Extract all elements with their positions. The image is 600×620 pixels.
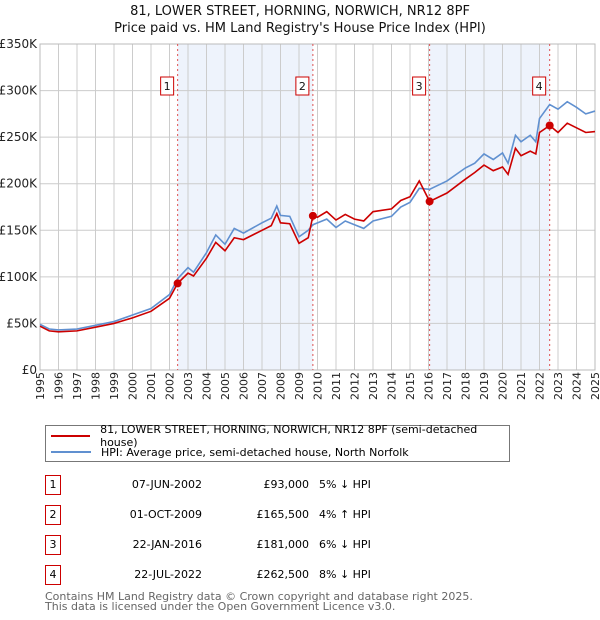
- sale-number-box: [160, 76, 175, 96]
- transaction-date: 22-JUL-2022: [134, 568, 202, 581]
- x-tick-label: 2016: [423, 372, 436, 400]
- sale-number-label: 4: [536, 80, 543, 93]
- shaded-period: [177, 44, 313, 370]
- y-tick-label: £250K: [0, 130, 38, 144]
- plot-border: [39, 43, 596, 371]
- sale-point: [545, 121, 554, 130]
- transaction-marker-number: 3: [45, 535, 61, 555]
- x-tick-label: 2004: [201, 372, 214, 400]
- y-tick-label: £150K: [0, 223, 38, 237]
- x-tick-label: 2013: [367, 372, 380, 400]
- chart-title: 81, LOWER STREET, HORNING, NORWICH, NR12…: [130, 4, 470, 19]
- legend-item-hpi: HPI: Average price, semi-detached house,…: [46, 444, 409, 460]
- chart-subtitle: Price paid vs. HM Land Registry's House …: [114, 21, 486, 36]
- x-tick-label: 2024: [571, 372, 584, 400]
- x-tick-label: 1997: [71, 372, 84, 400]
- x-tick-label: 2023: [552, 372, 565, 400]
- transaction-hpi-diff: 8% ↓ HPI: [319, 568, 371, 581]
- x-tick-label: 2021: [515, 372, 528, 400]
- y-tick-label: £0: [22, 363, 37, 377]
- x-tick-label: 2014: [386, 372, 399, 400]
- transaction-row: 1 07-JUN-2002 £93,000 5% ↓ HPI: [45, 475, 465, 495]
- x-tick-label: 2008: [275, 372, 288, 400]
- legend-label: HPI: Average price, semi-detached house,…: [101, 445, 409, 459]
- x-tick-label: 2019: [478, 372, 491, 400]
- sale-number-box: [532, 76, 547, 96]
- transaction-date: 07-JUN-2002: [131, 478, 202, 491]
- sale-point: [308, 211, 317, 220]
- sale-point: [425, 197, 434, 206]
- x-tick-label: 2001: [145, 372, 158, 400]
- x-tick-label: 2022: [534, 372, 547, 400]
- sale-number-box: [412, 76, 427, 96]
- x-tick-label: 2020: [497, 372, 510, 400]
- legend-label: 81, LOWER STREET, HORNING, NORWICH, NR12…: [100, 423, 478, 449]
- legend: 81, LOWER STREET, HORNING, NORWICH, NR12…: [45, 423, 510, 462]
- x-tick-label: 2012: [349, 372, 362, 400]
- footer-line-1: Contains HM Land Registry data © Crown c…: [45, 590, 473, 603]
- price-chart: 1995 1996 1997 1998 1999 2000 2001 2002 2003 2004…: [0, 37, 600, 400]
- transaction-price: £93,000: [263, 478, 310, 491]
- x-tick-label: 2006: [238, 372, 251, 400]
- x-tick-label: 2025: [589, 372, 600, 400]
- x-tick-label: 2018: [460, 372, 473, 400]
- x-tick-label: 2010: [312, 372, 325, 400]
- x-tick-label: 1999: [108, 372, 121, 400]
- x-tick-label: 2003: [182, 372, 195, 400]
- x-tick-label: 2002: [164, 372, 177, 400]
- y-tick-label: £100K: [0, 270, 38, 284]
- transaction-marker-number: 2: [45, 505, 61, 525]
- x-tick-label: 2005: [219, 372, 232, 400]
- transaction-row: 3 22-JAN-2016 £181,000 6% ↓ HPI: [45, 535, 465, 555]
- transaction-price: £165,500: [256, 508, 310, 521]
- shaded-period: [429, 44, 550, 370]
- x-tick-label: 2017: [441, 372, 454, 400]
- y-tick-label: £200K: [0, 177, 38, 191]
- transaction-price: £181,000: [256, 538, 310, 551]
- y-tick-label: £350K: [0, 37, 38, 51]
- x-tick-label: 1996: [53, 372, 66, 400]
- footer-line-2: This data is licensed under the Open Gov…: [45, 600, 396, 613]
- legend-swatch-red: [51, 435, 91, 437]
- legend-swatch-blue: [51, 451, 91, 453]
- x-tick-label: 1998: [90, 372, 103, 400]
- transaction-row: 4 22-JUL-2022 £262,500 8% ↓ HPI: [45, 565, 465, 585]
- x-tick-label: 2015: [404, 372, 417, 400]
- sale-number-box: [295, 76, 310, 96]
- sale-number-label: 1: [164, 80, 171, 93]
- transaction-marker-number: 1: [45, 475, 61, 495]
- transaction-hpi-diff: 4% ↑ HPI: [319, 508, 371, 521]
- transaction-date: 22-JAN-2016: [132, 538, 202, 551]
- y-tick-label: £50K: [6, 316, 38, 330]
- transaction-price: £262,500: [256, 568, 310, 581]
- sale-point: [173, 279, 182, 288]
- x-tick-label: 2009: [293, 372, 306, 400]
- transaction-hpi-diff: 6% ↓ HPI: [319, 538, 371, 551]
- sale-number-label: 2: [299, 80, 306, 93]
- transaction-marker-number: 4: [45, 565, 61, 585]
- hpi-series-line: [39, 100, 596, 331]
- x-tick-label: 1995: [34, 372, 47, 400]
- legend-item-price: 81, LOWER STREET, HORNING, NORWICH, NR12…: [46, 423, 509, 449]
- x-tick-label: 2000: [127, 372, 140, 400]
- y-tick-label: £300K: [0, 84, 38, 98]
- transaction-date: 01-OCT-2009: [129, 508, 202, 521]
- x-tick-label: 2007: [256, 372, 269, 400]
- sale-number-label: 3: [416, 80, 423, 93]
- x-tick-label: 2011: [330, 372, 343, 400]
- transaction-hpi-diff: 5% ↓ HPI: [319, 478, 371, 491]
- transaction-row: 2 01-OCT-2009 £165,500 4% ↑ HPI: [45, 505, 465, 525]
